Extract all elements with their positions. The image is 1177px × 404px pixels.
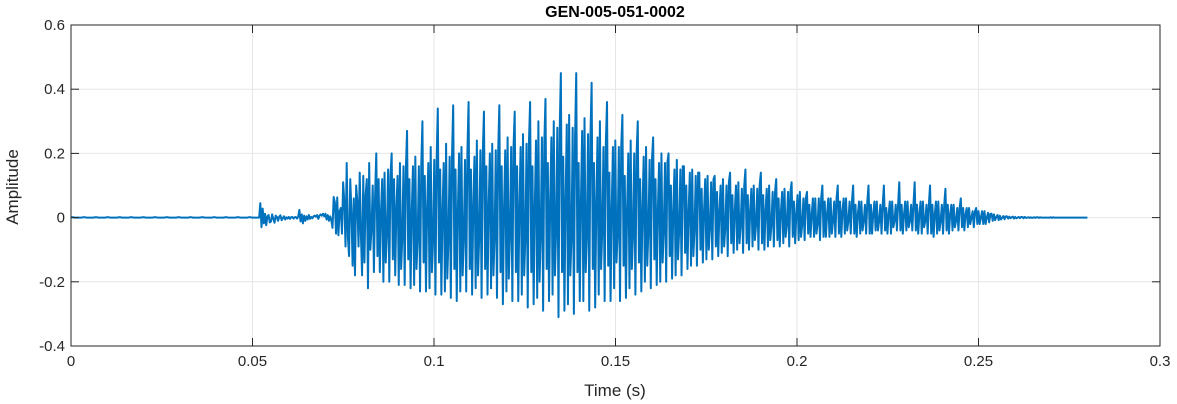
y-tick-label: 0 [57, 210, 65, 227]
x-tick-label: 0.1 [424, 353, 445, 370]
x-axis-label: Time (s) [584, 381, 646, 400]
axis-ticks: 0 0.05 0.1 0.15 0.2 0.25 0.3 -0.4 -0.2 0 0.2 0.4 0.6 [39, 17, 1170, 370]
series-line [71, 72, 1088, 319]
x-tick-label: 0.05 [238, 353, 267, 370]
y-tick-label: -0.4 [39, 338, 65, 355]
chart-title: GEN-005-051-0002 [545, 4, 685, 21]
x-tick-label: 0.2 [787, 353, 808, 370]
y-tick-label: -0.2 [39, 274, 65, 291]
x-tick-label: 0.3 [1150, 353, 1171, 370]
y-tick-label: 0.2 [44, 145, 65, 162]
x-tick-label: 0 [67, 353, 75, 370]
y-tick-label: 0.6 [44, 17, 65, 34]
y-tick-label: 0.4 [44, 81, 65, 98]
x-tick-label: 0.15 [601, 353, 630, 370]
y-axis-label: Amplitude [3, 149, 22, 225]
x-tick-label: 0.25 [964, 353, 993, 370]
